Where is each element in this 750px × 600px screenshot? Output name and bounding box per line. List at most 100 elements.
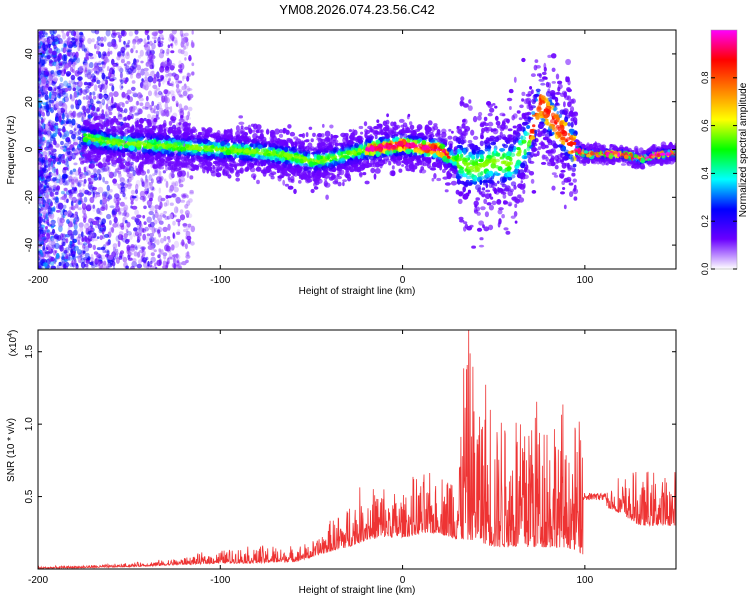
heatmap-cell [430,167,437,171]
heatmap-cell [373,173,377,180]
heatmap-cell [112,213,117,218]
heatmap-cell [497,221,501,228]
heatmap-cell [135,246,138,251]
heatmap-cell [149,205,155,212]
heatmap-cell [68,30,72,34]
heatmap-cell [40,236,47,240]
heatmap-cell [164,215,168,221]
heatmap-cell [181,37,186,45]
heatmap-cell [89,62,94,69]
heatmap-cell [186,194,189,199]
heatmap-cell [180,199,186,203]
heatmap-cell [83,196,88,203]
heatmap-cell [62,111,65,118]
heatmap-cell [113,32,117,36]
heatmap-cell [79,225,84,233]
heatmap-cell [42,86,48,93]
heatmap-cell [93,176,99,181]
heatmap-cell [463,129,469,136]
heatmap-cell [69,129,73,135]
heatmap-cell [127,176,132,183]
heatmap-cell [149,70,155,77]
heatmap-cell [162,226,168,232]
heatmap-cell [102,167,108,173]
heatmap-cell [96,45,100,51]
heatmap-cell [76,236,81,242]
heatmap-cell [115,197,122,201]
heatmap-cell [190,225,196,233]
heatmap-cell [512,113,518,119]
heatmap-cell [135,50,138,54]
heatmap-cell [134,61,138,68]
heatmap-cell [152,77,157,84]
heatmap-cell [516,110,521,114]
heatmap-cell [156,78,163,82]
heatmap-cell [151,36,158,40]
heatmap-cell [186,88,193,91]
heatmap-cell [457,198,463,205]
heatmap-cell [147,90,153,97]
heatmap-cell [543,66,547,72]
heatmap-cell [178,118,185,123]
heatmap-cell [77,76,83,81]
heatmap-cell [178,64,183,69]
heatmap-cell [147,76,154,83]
heatmap-cell [64,95,70,103]
heatmap-cell [112,63,117,67]
heatmap-cell [132,45,136,50]
heatmap-cell [127,39,131,44]
heatmap-cell [149,197,153,202]
heatmap-cell [62,241,66,247]
heatmap-cell [324,130,331,137]
heatmap-cell [143,188,150,194]
heatmap-cell [59,222,64,227]
heatmap-cell [436,177,442,182]
heatmap-cell [111,85,115,92]
heatmap-cell [59,40,64,45]
heatmap-cell [154,262,157,267]
heatmap-cell [77,129,82,135]
heatmap-cell [163,89,169,95]
heatmap-cell [119,222,125,228]
heatmap-cell [38,197,43,204]
heatmap-cell [83,178,87,184]
heatmap-cell [469,224,474,228]
heatmap-cell [47,150,51,157]
heatmap-cell [255,124,262,130]
heatmap-cell [183,45,186,51]
heatmap-cell [182,75,185,82]
heatmap-cell [568,182,574,186]
heatmap-cell [69,57,75,63]
heatmap-cell [42,34,45,38]
heatmap-cell [109,205,115,209]
heatmap-cell [118,231,124,236]
heatmap-cell [151,32,155,36]
heatmap-cell [96,93,102,99]
heatmap-cell [391,165,395,170]
heatmap-cell [96,207,101,215]
heatmap-cell [141,227,145,233]
heatmap-cell [71,118,76,126]
heatmap-cell [70,85,74,89]
heatmap-cell [77,45,81,52]
heatmap-cell [72,229,78,236]
heatmap-cell [172,232,175,239]
heatmap-cell [54,186,60,194]
heatmap-cell [45,225,48,230]
heatmap-cell [175,263,181,269]
heatmap-cell [78,42,83,49]
heatmap-cell [87,37,92,45]
heatmap-cell [158,258,162,266]
heatmap-cell [94,30,100,35]
heatmap-cell [177,90,181,96]
heatmap-cell [160,237,164,244]
heatmap-cell [107,42,113,48]
heatmap-cell [45,194,50,199]
heatmap-cell [131,91,137,95]
heatmap-cell [130,86,136,91]
heatmap-cell [62,214,66,219]
heatmap-cell [72,110,77,118]
heatmap-cell [151,62,155,70]
heatmap-cell [298,180,302,184]
